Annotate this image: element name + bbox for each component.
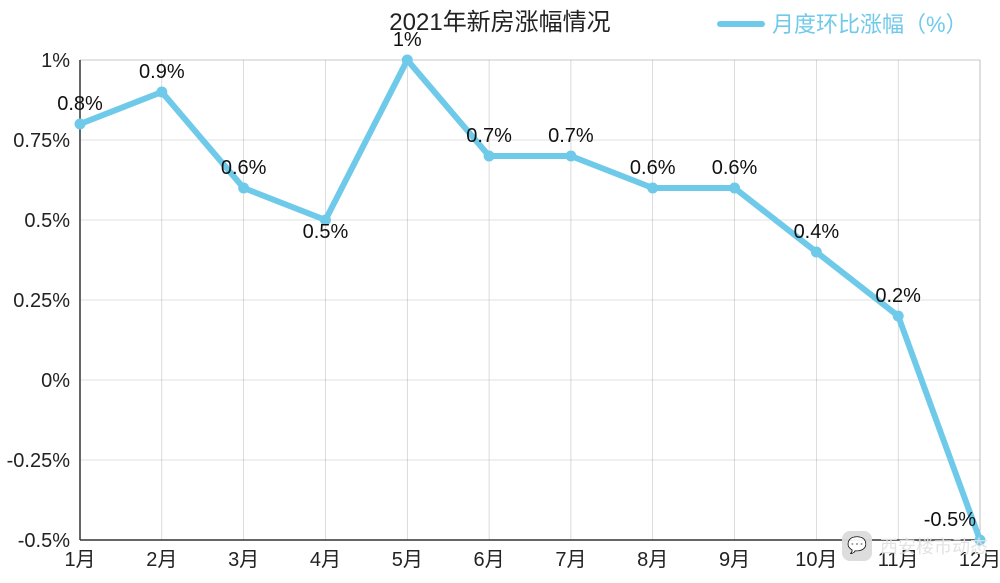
line-chart: -0.5% -0.25% 0% 0.25% 0.5% 0.75% 1% 1月 2月 3月 4月 5月 6…	[0, 0, 1000, 583]
y-tick-label: -0.25%	[7, 450, 71, 472]
y-tick-label: 0%	[41, 370, 70, 392]
data-label: 0.9%	[139, 61, 185, 83]
x-tick-label: 12月	[959, 549, 1000, 571]
data-point	[566, 151, 576, 161]
data-point	[648, 183, 658, 193]
data-point	[75, 119, 85, 129]
x-tick-label: 5月	[392, 549, 423, 571]
data-label: 0.4%	[794, 221, 840, 243]
data-point	[484, 151, 494, 161]
data-label: 0.6%	[630, 157, 676, 179]
x-tick-label: 9月	[719, 549, 750, 571]
y-tick-label: 0.5%	[24, 210, 70, 232]
data-point	[893, 311, 903, 321]
x-tick-label: 6月	[474, 549, 505, 571]
data-label: 0.2%	[875, 285, 921, 307]
data-point	[730, 183, 740, 193]
x-tick-label: 10月	[795, 549, 837, 571]
data-label: 0.8%	[57, 93, 103, 115]
chart-title: 2021年新房涨幅情况	[389, 9, 610, 36]
x-tick-label: 4月	[310, 549, 341, 571]
data-point	[157, 87, 167, 97]
data-label: 0.7%	[548, 125, 594, 147]
x-tick-label: 8月	[637, 549, 668, 571]
data-label: 0.5%	[303, 221, 349, 243]
x-tick-label: 7月	[555, 549, 586, 571]
data-label: 0.6%	[712, 157, 758, 179]
data-label: -0.5%	[924, 509, 976, 531]
x-tick-label: 1月	[64, 549, 95, 571]
data-label: 0.7%	[466, 125, 512, 147]
y-tick-label: 1%	[41, 50, 70, 72]
y-tick-label: 0.75%	[13, 130, 70, 152]
y-tick-label: 0.25%	[13, 290, 70, 312]
data-label: 0.6%	[221, 157, 267, 179]
data-point	[239, 183, 249, 193]
data-point	[811, 247, 821, 257]
chart-container: -0.5% -0.25% 0% 0.25% 0.5% 0.75% 1% 1月 2月 3月 4月 5月 6…	[0, 0, 1000, 583]
x-tick-label: 3月	[228, 549, 259, 571]
legend-label: 月度环比涨幅（%）	[772, 12, 968, 37]
data-point	[975, 535, 985, 545]
x-tick-label: 11月	[878, 549, 919, 571]
data-point	[402, 55, 412, 65]
y-tick-label: -0.5%	[18, 530, 70, 552]
x-tick-label: 2月	[146, 549, 177, 571]
